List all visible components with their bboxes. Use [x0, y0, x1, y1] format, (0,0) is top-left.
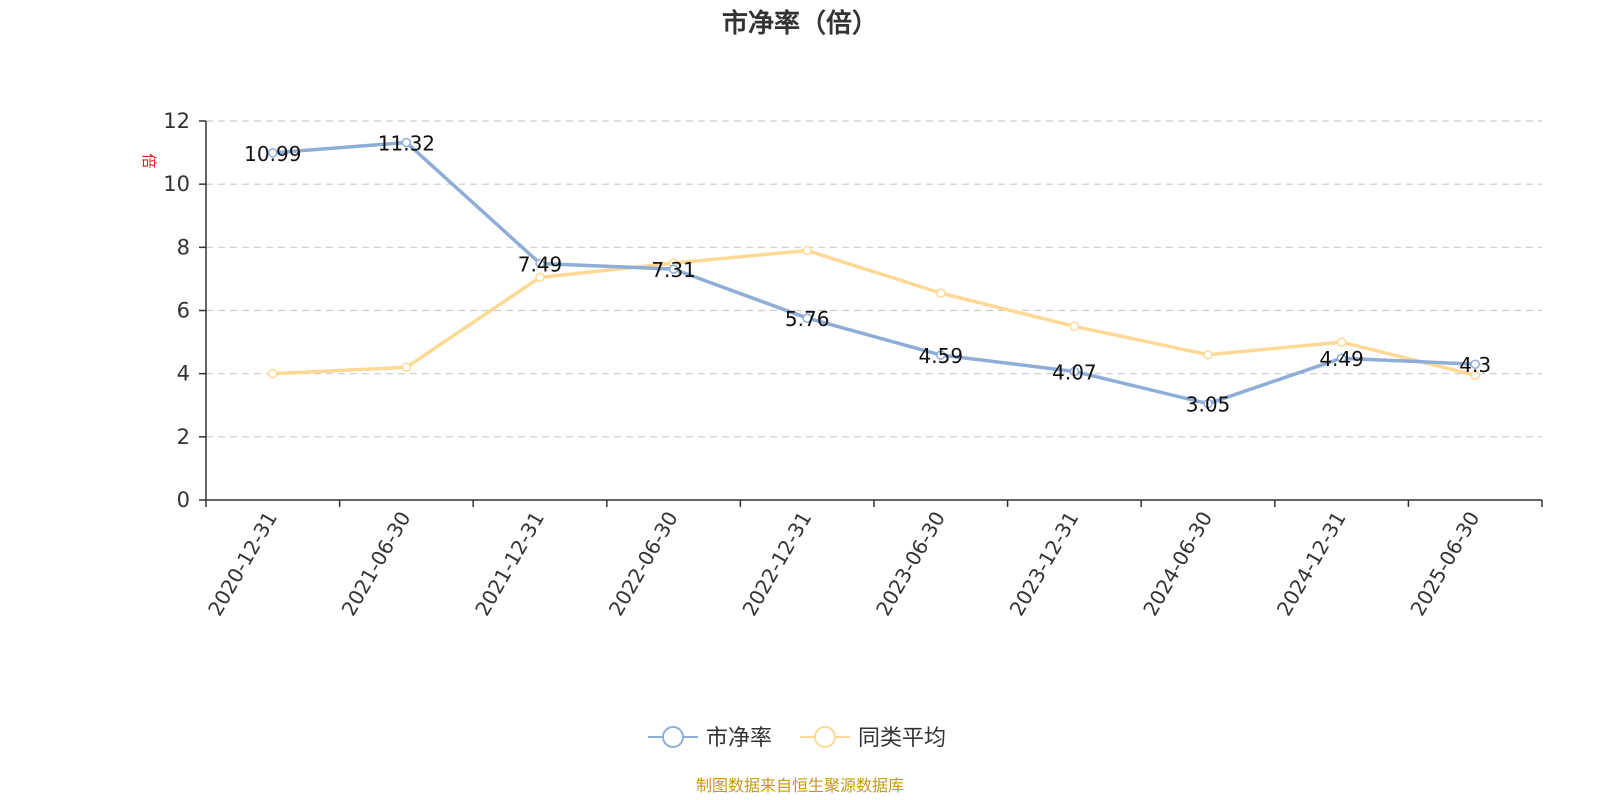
legend-swatch-marker — [814, 726, 836, 748]
data-point — [1470, 370, 1480, 380]
y-tick-label: 8 — [177, 235, 190, 259]
data-point — [802, 313, 812, 323]
data-point — [268, 148, 278, 158]
x-tick-label: 2023-06-30 — [871, 507, 950, 620]
data-labels: 10.99 11.32 7.49 7.31 5.76 4.59 4.07 3.05 4.49 4.… — [244, 131, 1491, 416]
y-tick-label: 10 — [163, 172, 190, 196]
data-label: 4.49 — [1319, 347, 1364, 371]
legend[interactable]: 市净率 同类平均 — [648, 726, 946, 751]
data-label: 10.99 — [244, 142, 301, 166]
x-tick-label: 2021-12-31 — [470, 507, 549, 620]
data-point — [936, 350, 946, 360]
x-tick-label: 2020-12-31 — [203, 507, 282, 620]
data-label: 7.49 — [518, 252, 563, 276]
data-point — [668, 264, 679, 274]
x-tick-label: 2023-12-31 — [1005, 507, 1084, 620]
data-label: 5.76 — [785, 307, 830, 331]
data-point — [936, 288, 946, 298]
data-point — [802, 245, 812, 256]
axes — [205, 121, 1542, 501]
y-axis-ticks: 0 2 4 6 8 10 12 — [163, 109, 206, 512]
data-point — [1069, 321, 1080, 332]
legend-swatch-marker — [662, 726, 684, 748]
legend-item[interactable]: 市净率 — [648, 726, 772, 751]
y-tick-label: 12 — [163, 109, 190, 133]
data-point — [401, 362, 412, 373]
data-label: 11.32 — [378, 131, 435, 155]
legend-item[interactable]: 同类平均 — [800, 726, 946, 751]
data-point — [1336, 353, 1347, 363]
legend-label: 同类平均 — [858, 726, 946, 751]
legend-label: 市净率 — [706, 726, 772, 751]
data-point — [268, 368, 278, 379]
x-tick-label: 2021-06-30 — [337, 507, 416, 620]
x-tick-label: 2024-12-31 — [1272, 507, 1351, 620]
data-label: 3.05 — [1186, 393, 1231, 417]
data-point — [1069, 366, 1080, 377]
x-tick-label: 2022-12-31 — [737, 507, 816, 620]
y-unit-label: 倍 — [140, 153, 158, 168]
data-label: 4.07 — [1052, 360, 1097, 384]
data-point — [1203, 398, 1213, 409]
x-tick-label: 2024-06-30 — [1138, 507, 1217, 620]
data-label: 4.3 — [1459, 353, 1491, 377]
x-tick-label: 2022-06-30 — [604, 507, 683, 620]
data-point — [1470, 359, 1480, 369]
chart-title: 市净率（倍） — [722, 8, 878, 39]
data-point — [401, 137, 412, 148]
data-label: 7.31 — [651, 258, 696, 282]
series-line — [272, 140, 1476, 406]
y-tick-label: 2 — [177, 425, 190, 449]
series-line — [272, 248, 1476, 377]
x-tick-label: 2025-06-30 — [1405, 507, 1484, 620]
grid-lines — [206, 120, 1542, 438]
data-label: 4.59 — [919, 344, 964, 368]
data-point — [1336, 337, 1347, 347]
y-tick-label: 4 — [177, 362, 190, 386]
data-point — [1203, 349, 1213, 360]
data-point — [535, 272, 545, 283]
series-lines — [268, 137, 1480, 409]
source-note: 制图数据来自恒生聚源数据库 — [696, 776, 904, 795]
data-point — [535, 258, 545, 269]
x-axis-ticks: 2020-12-31 2021-06-30 2021-12-31 2022-06-30… — [203, 500, 1543, 620]
y-tick-label: 0 — [177, 488, 190, 512]
y-tick-label: 6 — [177, 299, 190, 323]
